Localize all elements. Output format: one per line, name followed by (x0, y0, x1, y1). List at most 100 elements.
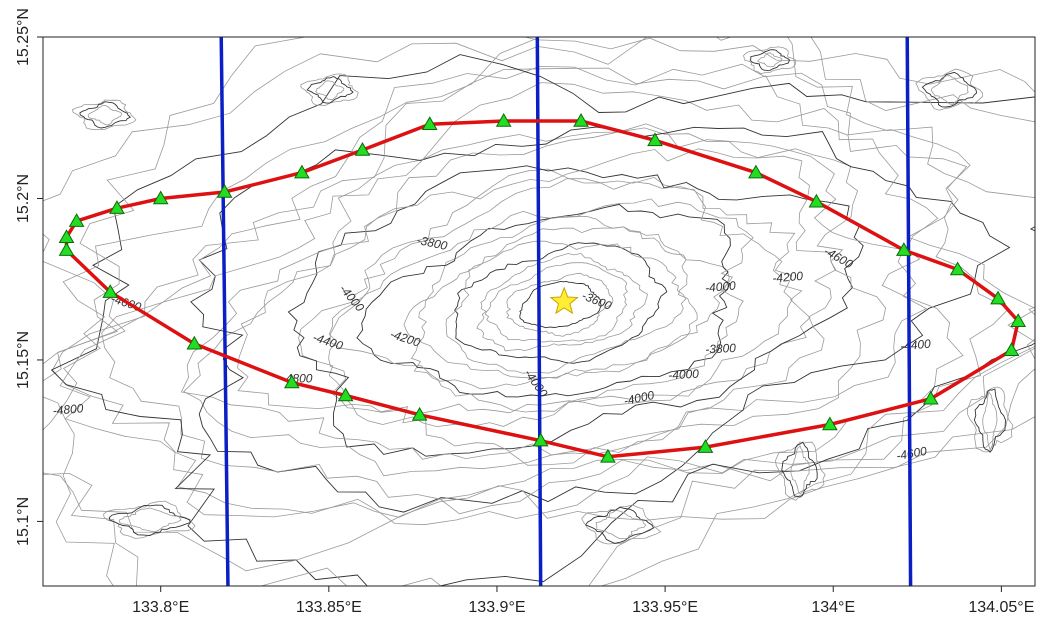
contour-line (930, 75, 969, 105)
y-tick-label: 15.15°N (15, 331, 32, 389)
station-triangle (822, 416, 838, 431)
star-icon (549, 286, 579, 315)
contour-label: -4200 (388, 327, 422, 350)
station-triangle (600, 448, 616, 463)
contour-label: -3800 (705, 341, 737, 357)
contour-line (118, 507, 182, 533)
y-tick-label: 15.25°N (15, 8, 32, 66)
contour-line (71, 99, 137, 131)
station-triangle (152, 190, 169, 205)
station-triangle (58, 242, 75, 256)
station-triangle (186, 335, 203, 350)
contour-line (190, 126, 1011, 513)
contour-line (328, 176, 793, 415)
station-triangle (647, 132, 663, 147)
contour-line (781, 441, 818, 498)
contour-line (329, 198, 754, 413)
contour-label: -4600 (822, 244, 856, 272)
x-tick-label: 133.95°E (632, 599, 698, 616)
station-triangle (411, 406, 428, 421)
contour-line (306, 75, 354, 104)
contour-line (757, 52, 783, 68)
contour-line (300, 73, 359, 106)
contour-label: -4800 (52, 401, 84, 418)
contour-label: -4600 (895, 444, 928, 463)
contour-line (43, 37, 1035, 586)
map-frame (42, 36, 1036, 587)
station-triangle (102, 284, 119, 298)
contour-line (43, 63, 1035, 526)
contour-label: -4000 (704, 278, 736, 295)
contour-line (50, 54, 1035, 586)
station-triangle (1010, 313, 1027, 327)
contour-line (356, 203, 731, 398)
contour-label: -4400 (900, 337, 932, 354)
survey-line (219, 37, 230, 586)
contour-line (921, 71, 978, 108)
x-axis: 133.8°E 133.85°E 133.9°E 133.95°E 134°E 134.0… (132, 586, 1034, 616)
y-tick-label: 15.2°N (15, 174, 32, 223)
station-triangle (697, 439, 714, 453)
contour-line (454, 242, 668, 364)
contour-line (775, 441, 826, 501)
survey-line (905, 37, 913, 586)
station-triangle (922, 390, 939, 405)
contour-line (79, 101, 132, 129)
contour-label: -3800 (416, 233, 449, 253)
contour-line (287, 165, 864, 457)
contour-line (585, 506, 655, 544)
boundary-polygon (64, 119, 1020, 459)
contour-line (966, 386, 1014, 453)
station-triangle (573, 112, 589, 127)
contour-label: -4200 (772, 269, 804, 286)
contour-line (52, 67, 1010, 518)
station-layer (58, 112, 1027, 463)
contour-label: -4000 (622, 388, 655, 408)
contour-label: -4000 (668, 367, 700, 383)
contour-line (581, 504, 662, 545)
station-triangle (283, 374, 300, 389)
contour-label: -4400 (311, 330, 345, 353)
contour-line (743, 46, 797, 75)
contour-line (982, 390, 998, 451)
contour-line (915, 68, 984, 111)
contour-line (87, 104, 123, 126)
station-triangle (337, 387, 354, 402)
station-triangle (808, 193, 825, 208)
station-triangle (990, 290, 1006, 305)
star-layer (549, 286, 579, 315)
station-triangle (895, 242, 912, 256)
survey-line-layer (219, 37, 913, 586)
contour-line (315, 80, 345, 101)
contour-line (43, 37, 1035, 586)
x-tick-label: 133.8°E (132, 599, 189, 616)
contour-layer (43, 37, 1035, 586)
station-triangle (748, 164, 764, 179)
contour-line (298, 168, 811, 428)
contour-line (973, 388, 1006, 453)
contour-line (43, 37, 1035, 572)
contour-line (595, 509, 647, 540)
station-triangle (216, 184, 233, 198)
survey-line (535, 37, 543, 586)
y-axis: 15.25°N 15.2°N 15.15°N 15.1°N (15, 8, 43, 546)
station-triangle (354, 142, 371, 156)
boundary-layer (64, 119, 1020, 459)
contour-line (749, 49, 791, 71)
station-triangle (294, 164, 310, 179)
contour-line (180, 127, 887, 466)
contour-line (790, 445, 810, 495)
x-tick-label: 133.85°E (296, 599, 362, 616)
station-triangle (68, 213, 85, 227)
x-tick-label: 134.05°E (968, 599, 1034, 616)
contour-line (101, 82, 964, 500)
station-triangle (495, 112, 512, 127)
station-triangle (532, 432, 549, 447)
contour-line (476, 252, 648, 352)
station-triangle (1003, 342, 1020, 357)
station-triangle (421, 116, 438, 130)
contour-line (237, 148, 837, 456)
contour-line (445, 240, 687, 374)
station-triangle (109, 200, 125, 214)
